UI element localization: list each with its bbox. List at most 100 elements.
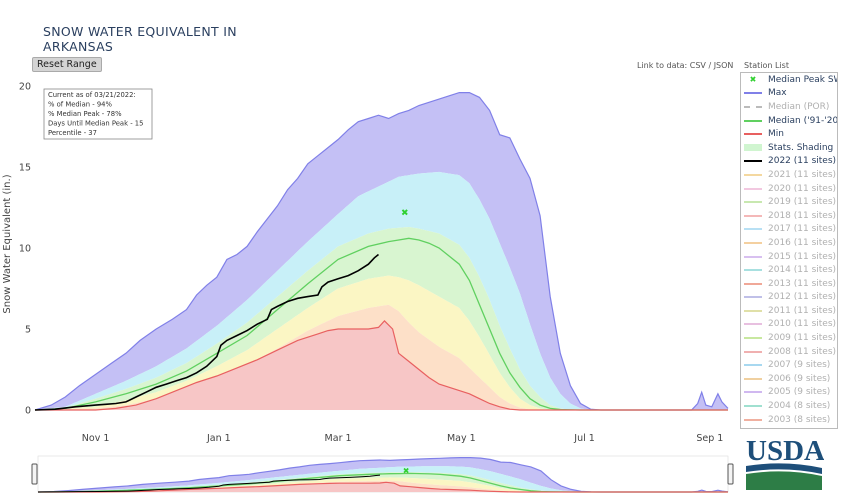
legend-label: 2022 (11 sites) xyxy=(768,156,837,167)
axes: 0 5 10 15 20 Nov 1 Jan 1 Mar 1 May 1 Jul 1 Sep 1 Sn… xyxy=(2,82,723,444)
legend-item[interactable]: Max xyxy=(741,87,837,101)
title-line-1: SNOW WATER EQUIVALENT IN xyxy=(43,24,237,39)
legend-label: Median (POR) xyxy=(768,101,830,112)
legend-label: 2015 (11 sites) xyxy=(768,251,837,262)
x-tick-label: May 1 xyxy=(447,433,476,444)
legend-swatch xyxy=(741,214,765,217)
legend-label: 2008 (11 sites) xyxy=(768,346,837,357)
legend-item[interactable]: 2011 (11 sites) xyxy=(741,304,837,318)
legend-swatch xyxy=(741,119,765,122)
legend-swatch xyxy=(741,296,765,299)
legend-swatch xyxy=(741,241,765,244)
legend-item[interactable]: ✖ Median Peak SWE xyxy=(741,73,837,87)
legend-item[interactable]: 2014 (11 sites) xyxy=(741,263,837,277)
legend-item[interactable]: 2005 (9 sites) xyxy=(741,386,837,400)
y-tick-label: 10 xyxy=(19,244,31,255)
legend-swatch xyxy=(741,201,765,204)
legend-label: Median Peak SWE xyxy=(768,74,837,85)
legend-label: 2014 (11 sites) xyxy=(768,265,837,276)
legend-label: 2021 (11 sites) xyxy=(768,169,837,180)
legend-swatch xyxy=(741,364,765,367)
usda-logo-text: USDA xyxy=(746,435,824,467)
legend-label: Min xyxy=(768,129,784,140)
median-peak-marker: ✖ xyxy=(401,208,409,218)
legend-item[interactable]: 2018 (11 sites) xyxy=(741,209,837,223)
range-slider-left-handle[interactable] xyxy=(31,463,38,485)
legend-item[interactable]: 2007 (9 sites) xyxy=(741,358,837,372)
legend-swatch xyxy=(741,282,765,285)
legend-item[interactable]: Median ('91-'20) xyxy=(741,114,837,128)
reset-range-button[interactable]: Reset Range xyxy=(32,57,102,72)
legend-label: 2006 (9 sites) xyxy=(768,373,831,384)
slider-band-p90-p70 xyxy=(38,466,728,492)
series-min-line xyxy=(35,320,728,411)
legend-item[interactable]: Median (POR) xyxy=(741,100,837,114)
legend-swatch xyxy=(741,187,765,190)
range-slider-right-handle[interactable] xyxy=(727,463,734,485)
legend-item[interactable]: 2006 (9 sites) xyxy=(741,372,837,386)
legend-item[interactable]: 2015 (11 sites) xyxy=(741,250,837,264)
info-box-line: Days Until Median Peak - 15 xyxy=(48,120,143,128)
legend-swatch xyxy=(741,350,765,353)
legend-item[interactable]: Stats. Shading xyxy=(741,141,837,155)
y-tick-label: 0 xyxy=(25,406,31,417)
legend-swatch xyxy=(741,269,765,272)
usda-logo-field-green xyxy=(746,471,822,490)
slider-series-min-line xyxy=(38,481,728,493)
series-max-line xyxy=(34,92,729,411)
legend-label: 2016 (11 sites) xyxy=(768,237,837,248)
legend-label: 2011 (11 sites) xyxy=(768,305,837,316)
legend-label: 2020 (11 sites) xyxy=(768,183,837,194)
legend-label: Stats. Shading xyxy=(768,142,834,153)
title-line-2: ARKANSAS xyxy=(43,39,114,54)
chart-title: SNOW WATER EQUIVALENT IN ARKANSAS xyxy=(43,24,237,54)
legend-swatch xyxy=(741,309,765,312)
legend-item[interactable]: 2017 (11 sites) xyxy=(741,223,837,237)
series-2022-line xyxy=(34,253,380,411)
link-to-data: Link to data: CSV / JSON xyxy=(637,61,733,70)
link-prefix: Link to data: xyxy=(637,61,690,70)
legend-item[interactable]: 2004 (8 sites) xyxy=(741,399,837,413)
legend-swatch xyxy=(741,323,765,326)
legend-item[interactable]: 2013 (11 sites) xyxy=(741,277,837,291)
band-p90-p70 xyxy=(35,171,728,410)
legend-label: Max xyxy=(768,88,787,99)
info-box: Current as of 03/21/2022: % of Median - 9… xyxy=(43,88,153,140)
x-tick-label: Nov 1 xyxy=(82,433,110,444)
chart-legend: ✖ Median Peak SWE Max Median (POR) Median ('… xyxy=(740,72,838,429)
legend-item[interactable]: 2008 (11 sites) xyxy=(741,345,837,359)
band-p30-p10 xyxy=(35,275,728,410)
legend-label: 2005 (9 sites) xyxy=(768,387,831,398)
legend-item[interactable]: 2022 (11 sites) xyxy=(741,155,837,169)
legend-swatch xyxy=(741,133,765,136)
series-median-line xyxy=(34,237,728,411)
legend-item[interactable]: 2012 (11 sites) xyxy=(741,291,837,305)
legend-swatch xyxy=(741,377,765,380)
legend-item[interactable]: 2021 (11 sites) xyxy=(741,168,837,182)
station-list-label[interactable]: Station List xyxy=(744,61,789,70)
slider-series-2022-line xyxy=(37,474,381,493)
range-slider[interactable]: ✖ xyxy=(31,455,734,493)
legend-item[interactable]: 2019 (11 sites) xyxy=(741,195,837,209)
legend-item[interactable]: 2009 (11 sites) xyxy=(741,331,837,345)
x-marker-icon: ✖ xyxy=(749,75,757,85)
legend-item[interactable]: 2010 (11 sites) xyxy=(741,318,837,332)
legend-label: 2012 (11 sites) xyxy=(768,292,837,303)
legend-item[interactable]: Min xyxy=(741,127,837,141)
json-link[interactable]: JSON xyxy=(713,61,734,70)
csv-link[interactable]: CSV xyxy=(689,61,706,70)
y-tick-label: 15 xyxy=(19,163,31,174)
legend-item[interactable]: 2020 (11 sites) xyxy=(741,182,837,196)
legend-label: 2003 (8 sites) xyxy=(768,414,831,425)
legend-label: 2017 (11 sites) xyxy=(768,224,837,235)
x-tick-label: Jan 1 xyxy=(206,433,231,444)
legend-swatch xyxy=(741,92,765,95)
legend-item[interactable]: 2003 (8 sites) xyxy=(741,413,837,427)
legend-item[interactable]: 2016 (11 sites) xyxy=(741,236,837,250)
legend-label: Median ('91-'20) xyxy=(768,115,838,126)
legend-swatch xyxy=(741,144,765,152)
slider-series-median-line xyxy=(37,472,728,493)
legend-label: 2010 (11 sites) xyxy=(768,319,837,330)
legend-swatch xyxy=(741,391,765,394)
